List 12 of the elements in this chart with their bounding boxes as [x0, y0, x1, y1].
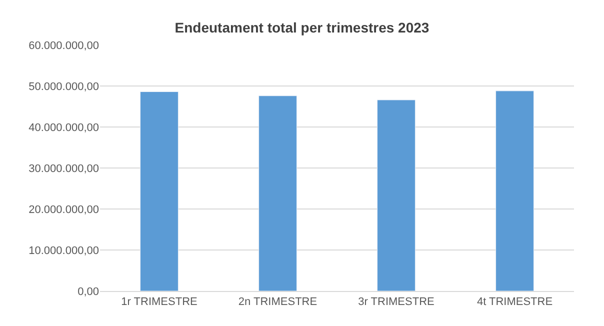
y-tick-label: 40.000.000,00	[28, 122, 99, 134]
y-tick-label: 20.000.000,00	[28, 204, 99, 216]
chart-title: Endeutament total per trimestres 2023	[174, 20, 430, 36]
x-tick-label: 2n TRIMESTRE	[238, 296, 318, 308]
y-tick-label: 0,00	[78, 286, 99, 298]
x-tick-label: 4t TRIMESTRE	[476, 296, 553, 308]
y-tick-label: 10.000.000,00	[28, 244, 99, 257]
y-tick-label: 60.000.000,00	[28, 40, 99, 52]
y-tick-label: 50.000.000,00	[28, 80, 99, 93]
x-tick-label: 3r TRIMESTRE	[358, 296, 434, 308]
y-tick-label: 30.000.000,00	[28, 162, 99, 175]
x-tick-label: 1r TRIMESTRE	[121, 296, 198, 308]
